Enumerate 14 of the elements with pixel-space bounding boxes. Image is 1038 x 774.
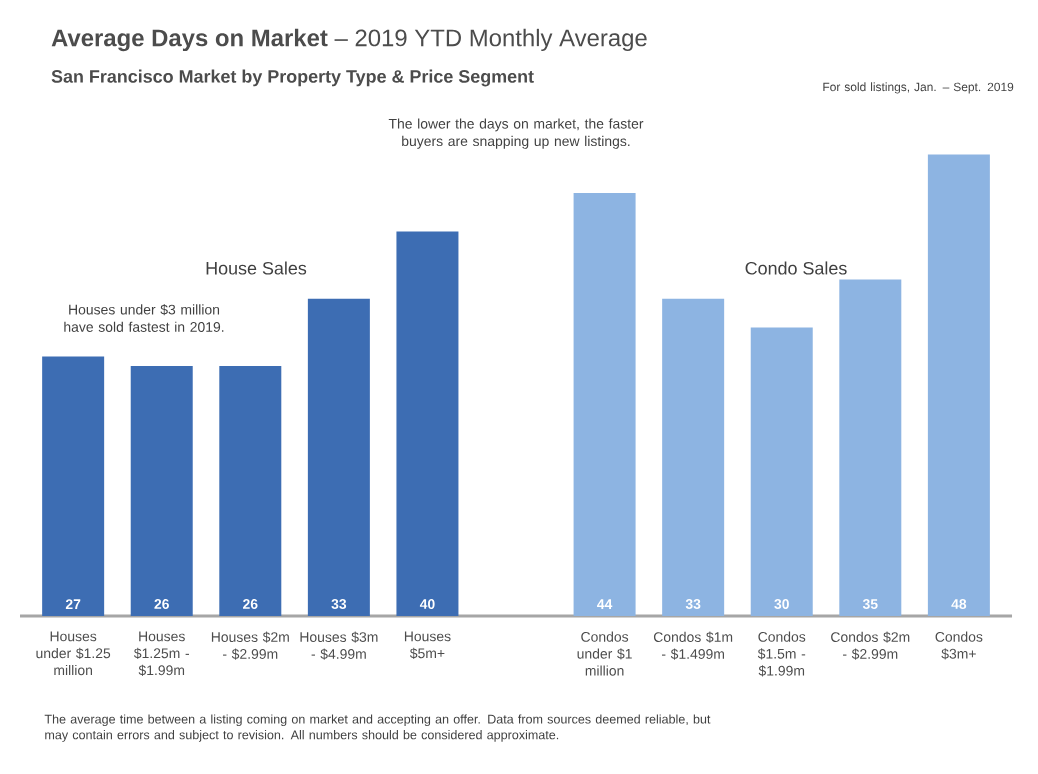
bar bbox=[42, 356, 105, 616]
bar bbox=[130, 365, 193, 616]
bar bbox=[307, 298, 370, 616]
bar bbox=[927, 154, 990, 616]
bar bbox=[750, 327, 813, 616]
bar bbox=[219, 365, 282, 616]
annotation: Condo Sales bbox=[745, 261, 847, 275]
chart-title: Average Days on Market – 2019 YTD Monthly Average bbox=[51, 28, 647, 52]
bar bbox=[396, 231, 459, 616]
annotation: House Sales bbox=[206, 261, 307, 275]
bar bbox=[662, 298, 725, 616]
bar bbox=[839, 279, 902, 616]
chart-subtitle: San Francisco Market by Property Type & Price Segment bbox=[51, 69, 534, 87]
bar bbox=[573, 192, 636, 616]
